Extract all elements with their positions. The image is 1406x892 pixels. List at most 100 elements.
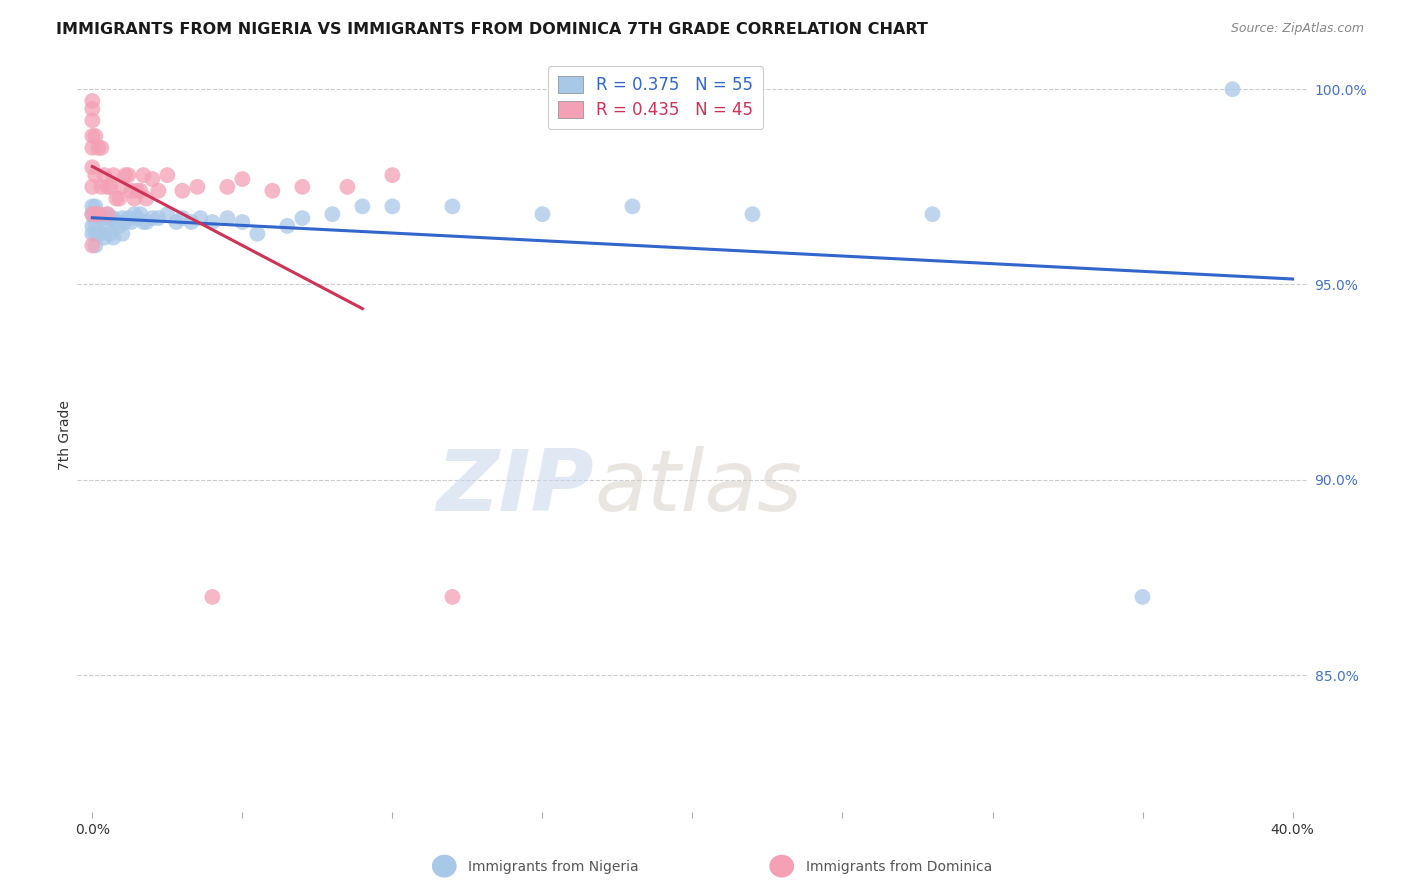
Point — [129, 184, 152, 198]
Point — [217, 179, 239, 194]
Point — [87, 207, 110, 221]
Point — [120, 215, 142, 229]
Point — [103, 168, 125, 182]
Text: IMMIGRANTS FROM NIGERIA VS IMMIGRANTS FROM DOMINICA 7TH GRADE CORRELATION CHART: IMMIGRANTS FROM NIGERIA VS IMMIGRANTS FR… — [56, 22, 928, 37]
Point — [186, 179, 208, 194]
Point — [1222, 82, 1244, 96]
Point — [231, 172, 253, 186]
Point — [93, 168, 115, 182]
Point — [82, 129, 104, 144]
Point — [921, 207, 943, 221]
Point — [246, 227, 269, 241]
Point — [90, 141, 112, 155]
Point — [127, 184, 149, 198]
Text: Immigrants from Dominica: Immigrants from Dominica — [806, 860, 991, 874]
Point — [87, 207, 110, 221]
Point — [127, 211, 149, 226]
Point — [111, 211, 134, 226]
Point — [98, 227, 121, 241]
Point — [84, 227, 107, 241]
Point — [84, 199, 107, 213]
Point — [82, 199, 104, 213]
Point — [82, 179, 104, 194]
Point — [108, 192, 131, 206]
Point — [156, 207, 179, 221]
Text: Immigrants from Nigeria: Immigrants from Nigeria — [468, 860, 638, 874]
Point — [114, 215, 136, 229]
Point — [105, 215, 128, 229]
Point — [336, 179, 359, 194]
Point — [103, 230, 125, 244]
Point — [96, 207, 118, 221]
Point — [441, 590, 464, 604]
Circle shape — [769, 855, 794, 878]
Point — [172, 184, 194, 198]
Point — [84, 215, 107, 229]
Point — [321, 207, 343, 221]
Point — [180, 215, 202, 229]
Point — [531, 207, 554, 221]
Point — [120, 184, 142, 198]
Text: Source: ZipAtlas.com: Source: ZipAtlas.com — [1230, 22, 1364, 36]
Point — [117, 168, 139, 182]
Point — [201, 590, 224, 604]
Point — [201, 215, 224, 229]
Point — [172, 211, 194, 226]
Point — [148, 211, 170, 226]
Point — [190, 211, 212, 226]
Point — [217, 211, 239, 226]
Point — [262, 184, 284, 198]
Point — [156, 168, 179, 182]
Point — [381, 168, 404, 182]
Point — [96, 223, 118, 237]
Point — [621, 199, 644, 213]
Point — [84, 129, 107, 144]
Point — [141, 211, 163, 226]
Point — [87, 141, 110, 155]
Point — [82, 207, 104, 221]
Text: ZIP: ZIP — [436, 446, 595, 529]
Point — [82, 227, 104, 241]
Point — [82, 94, 104, 108]
Point — [291, 211, 314, 226]
Point — [93, 211, 115, 226]
Circle shape — [432, 855, 457, 878]
Point — [114, 168, 136, 182]
Point — [135, 192, 157, 206]
Point — [98, 179, 121, 194]
Point — [93, 230, 115, 244]
Point — [111, 179, 134, 194]
Point — [124, 207, 146, 221]
Text: atlas: atlas — [595, 446, 801, 529]
Point — [90, 211, 112, 226]
Point — [82, 141, 104, 155]
Point — [82, 161, 104, 175]
Point — [96, 207, 118, 221]
Point — [165, 215, 187, 229]
Point — [90, 179, 112, 194]
Point — [1132, 590, 1154, 604]
Point — [148, 184, 170, 198]
Point — [135, 215, 157, 229]
Point — [84, 207, 107, 221]
Point — [291, 179, 314, 194]
Y-axis label: 7th Grade: 7th Grade — [58, 400, 72, 470]
Point — [84, 238, 107, 252]
Point — [741, 207, 763, 221]
Point — [132, 168, 155, 182]
Point — [352, 199, 374, 213]
Point — [103, 211, 125, 226]
Point — [124, 192, 146, 206]
Point — [90, 227, 112, 241]
Point — [98, 211, 121, 226]
Legend: R = 0.375   N = 55, R = 0.435   N = 45: R = 0.375 N = 55, R = 0.435 N = 45 — [548, 66, 763, 129]
Point — [111, 227, 134, 241]
Point — [117, 211, 139, 226]
Point — [129, 207, 152, 221]
Point — [82, 113, 104, 128]
Point — [132, 215, 155, 229]
Point — [231, 215, 253, 229]
Point — [82, 238, 104, 252]
Point — [82, 207, 104, 221]
Point — [87, 227, 110, 241]
